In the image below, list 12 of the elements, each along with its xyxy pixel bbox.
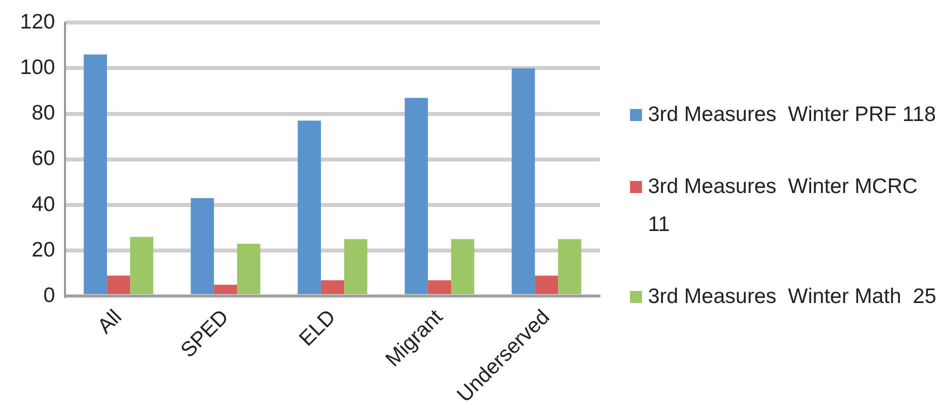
y-tick-label: 40	[32, 192, 56, 216]
y-tick-label: 120	[20, 10, 56, 34]
y-tick-label: 0	[43, 284, 56, 307]
y-tick-label: 60	[32, 147, 56, 170]
x-tick-label: ELD	[295, 305, 340, 351]
y-tick-label: 20	[32, 238, 56, 262]
legend-label: 3rd Measures Winter PRF 118	[648, 102, 936, 128]
legend-label: 3rd Measures Winter MCRC 11	[648, 174, 919, 238]
y-tick-label: 80	[32, 102, 56, 125]
x-tick-label: All	[93, 305, 126, 338]
y-tick-label: 100	[20, 56, 56, 79]
legend-label: 3rd Measures Winter Math 25	[648, 284, 936, 310]
